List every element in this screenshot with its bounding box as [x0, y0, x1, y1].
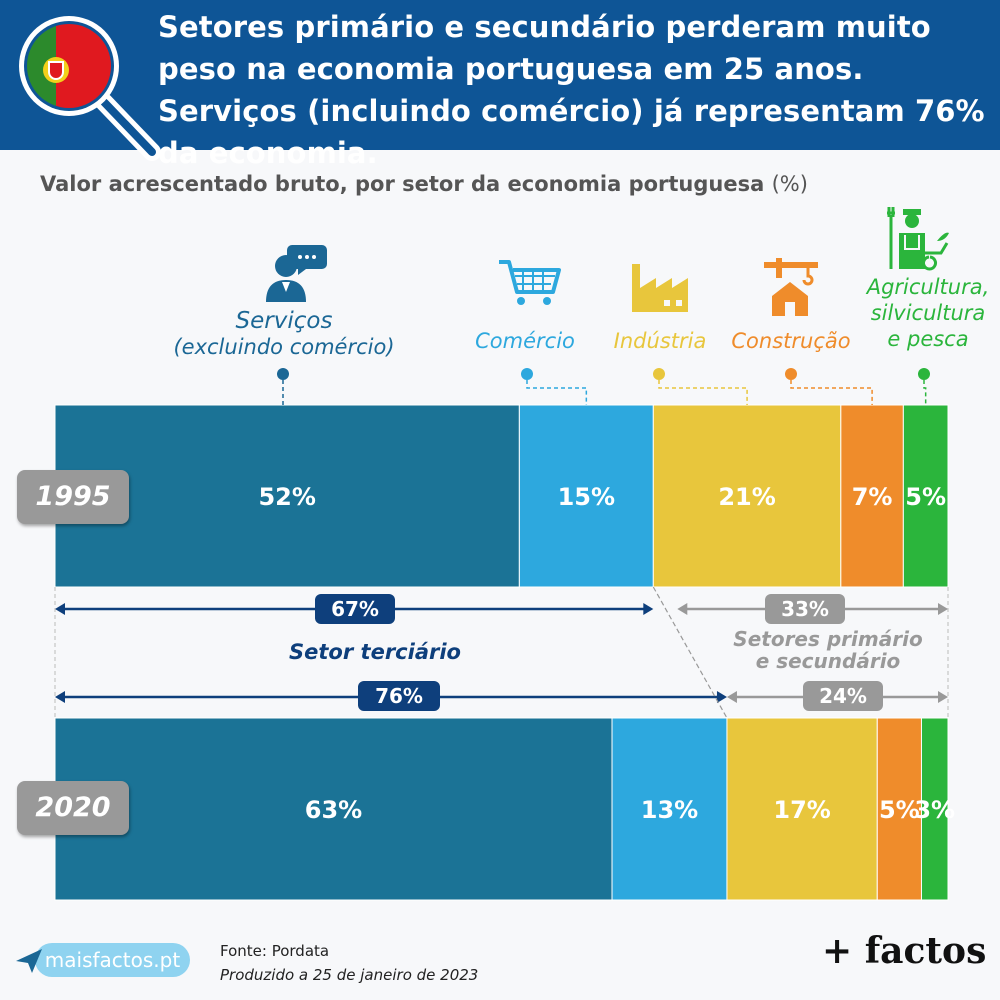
farmer-icon [887, 207, 949, 271]
bar-2020-2 [726, 717, 878, 901]
bar-2020-3 [876, 717, 922, 901]
label-agricultura-line1: Agricultura, [866, 275, 990, 299]
connector-line-2 [658, 380, 748, 405]
bar-2020-0 [54, 717, 613, 901]
data-label-2020-2: 17% [773, 796, 830, 824]
label-comercio: Comércio [450, 328, 600, 354]
tertiary-2020-arrow-head-right [716, 691, 727, 703]
connector-dot-0 [277, 368, 289, 380]
primary-secondary-label: Setores primário e secundário [718, 628, 938, 672]
data-label-1995-3: 7% [852, 483, 893, 511]
tertiary-1995-arrow-head-right [643, 603, 654, 615]
bar-1995-1 [518, 404, 654, 588]
data-label-1995-0: 52% [258, 483, 315, 511]
data-label-2020-1: 13% [641, 796, 698, 824]
bar-1995-4 [902, 404, 949, 588]
label-construcao: Construção [718, 328, 864, 354]
primary-secondary-1995-arrow-head-left [677, 603, 688, 615]
connector-line-1 [526, 380, 588, 405]
primary-secondary-2020-arrow-head-left [726, 691, 737, 703]
construction-crane-icon [764, 258, 818, 316]
shopping-cart-icon [499, 260, 561, 305]
primary-secondary-2020-pill: 24% [803, 681, 883, 711]
subtitle-unit: (%) [771, 172, 808, 196]
bar-2020-4 [920, 717, 949, 901]
data-label-2020-3: 5% [879, 796, 920, 824]
year-label-1995: 1995 [17, 470, 129, 524]
guide-split [652, 586, 728, 719]
connector-line-4 [923, 380, 927, 405]
bar-1995-3 [840, 404, 904, 588]
paper-plane-icon [16, 949, 42, 973]
tertiary-2020-pill: 76% [358, 681, 440, 711]
primary-secondary-1995-pill: 33% [765, 594, 845, 624]
source-note: Fonte: Pordata [220, 942, 330, 960]
chart-subtitle: Valor acrescentado bruto, por setor da e… [40, 172, 808, 196]
brand-logo: + factos [822, 930, 987, 972]
label-agricultura-line3: e pesca [887, 327, 969, 351]
label-agricultura: Agricultura, silvicultura e pesca [858, 274, 998, 352]
tertiary-1995-arrow-head-left [55, 603, 65, 615]
produced-date: Produzido a 25 de janeiro de 2023 [220, 966, 479, 984]
primary-secondary-label-line2: e secundário [755, 649, 901, 673]
tertiary-label: Setor terciário [289, 640, 461, 664]
tertiary-1995-pill: 67% [315, 594, 395, 624]
label-servicos: Serviços (excluindo comércio) [169, 308, 399, 360]
label-servicos-line2: (excluindo comércio) [173, 335, 395, 359]
site-logo[interactable]: maisfactos.pt [35, 943, 190, 977]
tertiary-2020-arrow-head-left [55, 691, 65, 703]
data-label-1995-2: 21% [718, 483, 775, 511]
primary-secondary-2020-arrow-head-right [938, 691, 948, 703]
magnifier-portugal-flag-icon [19, 16, 161, 161]
label-servicos-line1: Serviços [235, 308, 333, 334]
data-label-1995-4: 5% [905, 483, 946, 511]
primary-secondary-1995-arrow-head-right [938, 603, 948, 615]
label-construcao-line1: Construção [731, 329, 851, 353]
label-agricultura-line2: silvicultura [870, 301, 986, 325]
subtitle-text: Valor acrescentado bruto, por setor da e… [40, 172, 765, 196]
data-label-2020-0: 63% [305, 796, 362, 824]
header-banner: Setores primário e secundário perderam m… [0, 0, 1000, 170]
page-title: Setores primário e secundário perderam m… [158, 10, 985, 170]
label-industria-line1: Indústria [613, 329, 707, 353]
connector-dot-2 [653, 368, 665, 380]
year-label-2020: 2020 [17, 781, 129, 835]
connector-line-3 [790, 380, 873, 405]
bar-1995-2 [652, 404, 842, 588]
bar-2020-1 [611, 717, 728, 901]
label-industria: Indústria [590, 328, 730, 354]
primary-secondary-label-line1: Setores primário [733, 627, 923, 651]
connector-dot-4 [918, 368, 930, 380]
data-label-1995-1: 15% [558, 483, 615, 511]
connector-dot-1 [521, 368, 533, 380]
connector-dot-3 [785, 368, 797, 380]
customer-service-icon [266, 245, 327, 302]
bar-1995-0 [54, 404, 520, 588]
data-label-2020-4: 3% [914, 796, 955, 824]
label-comercio-line1: Comércio [475, 329, 575, 353]
factory-icon [632, 264, 688, 312]
